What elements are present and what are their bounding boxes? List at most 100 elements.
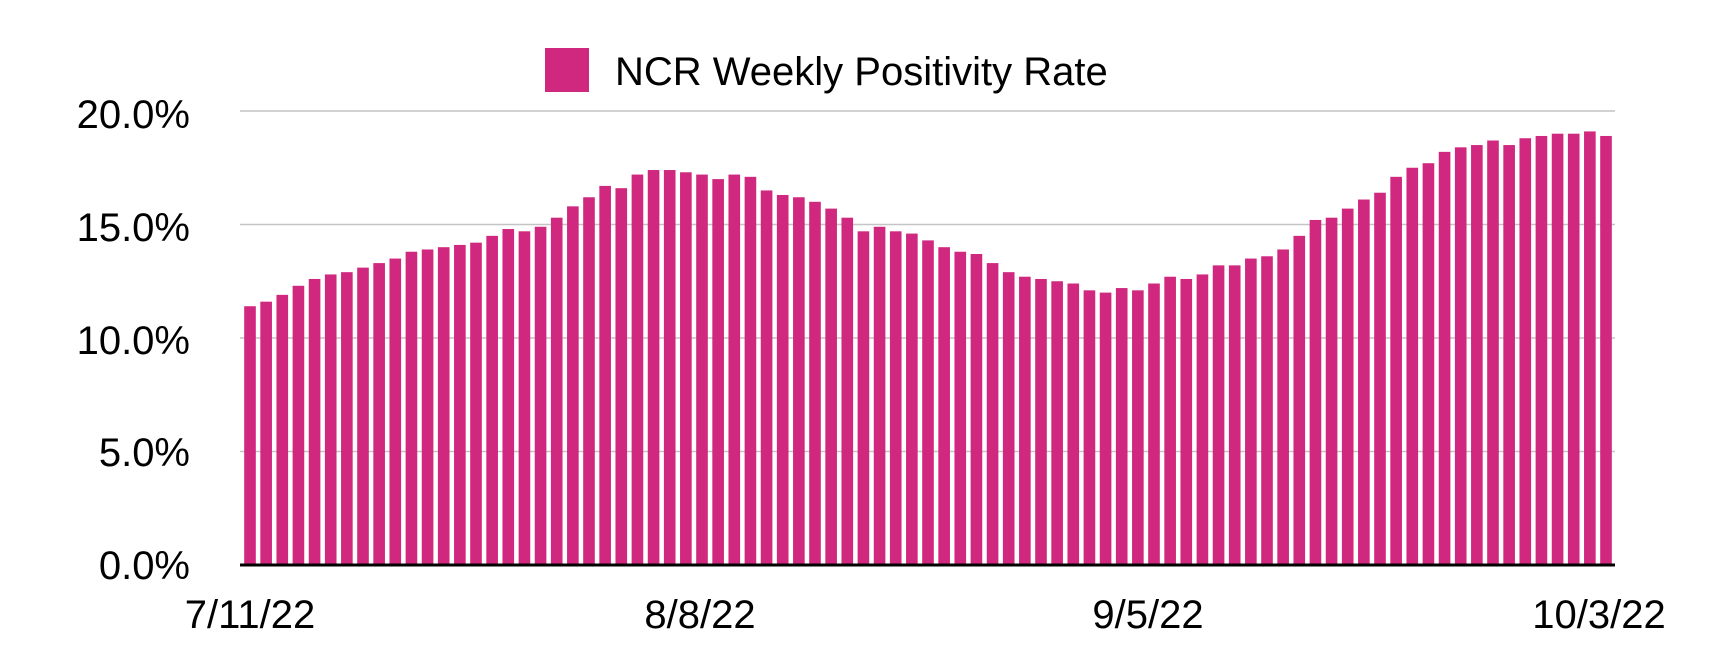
bar: [341, 272, 353, 565]
bar: [696, 174, 708, 565]
bar: [389, 258, 402, 565]
bar: [502, 229, 515, 566]
bar: [599, 185, 611, 565]
bar: [324, 274, 337, 565]
bar: [1567, 133, 1580, 565]
bar: [889, 231, 902, 565]
y-axis-tick-labels: 0.0% 5.0% 10.0% 15.0% 20.0%: [77, 93, 190, 588]
bar: [292, 285, 305, 565]
bar: [922, 240, 934, 565]
bar: [1067, 283, 1080, 565]
bar: [873, 226, 886, 565]
legend: NCR Weekly Positivity Rate: [545, 48, 1108, 94]
y-tick-label: 15.0%: [77, 206, 190, 250]
bar: [986, 263, 999, 565]
bar: [712, 179, 724, 565]
bar: [1083, 290, 1096, 565]
bar: [1454, 147, 1467, 565]
bar: [938, 247, 950, 565]
x-tick-label: 8/8/22: [644, 593, 755, 637]
bar: [1584, 131, 1596, 565]
bar: [1325, 217, 1338, 565]
bar: [454, 244, 466, 565]
bar: [1099, 292, 1112, 565]
x-tick-label: 7/11/22: [185, 593, 316, 637]
bar: [1374, 192, 1386, 565]
y-tick-label: 10.0%: [77, 319, 190, 363]
bar: [1309, 219, 1322, 565]
y-tick-label: 0.0%: [99, 544, 190, 588]
bar: [1422, 163, 1435, 565]
x-tick-label: 10/3/22: [1532, 593, 1665, 637]
bar: [1487, 140, 1499, 565]
bar: [680, 172, 692, 566]
bar: [615, 188, 628, 565]
bar: [405, 251, 418, 566]
bar: [825, 208, 837, 566]
bar: [1228, 265, 1241, 565]
bar: [567, 206, 579, 565]
bars: [244, 131, 1612, 566]
bar: [1471, 145, 1483, 566]
bar: [1148, 283, 1160, 565]
bar: [841, 217, 854, 565]
y-tick-label: 20.0%: [77, 93, 190, 137]
legend-swatch: [545, 48, 589, 92]
bar: [809, 201, 821, 566]
bar: [906, 233, 918, 565]
bar: [518, 231, 531, 565]
bar: [663, 170, 676, 565]
x-axis-tick-labels: 7/11/22 8/8/22 9/5/22 10/3/22: [185, 593, 1666, 637]
bar: [857, 231, 870, 565]
bar: [1600, 135, 1612, 565]
bar: [244, 306, 256, 565]
legend-label: NCR Weekly Positivity Rate: [615, 50, 1108, 94]
bar: [1519, 138, 1532, 566]
bar: [728, 174, 741, 565]
bar: [1503, 145, 1515, 566]
bar: [793, 197, 805, 565]
y-tick-label: 5.0%: [99, 431, 190, 475]
bar: [1341, 208, 1354, 566]
bar: [1358, 199, 1370, 565]
bar: [1164, 276, 1176, 565]
bar: [1180, 278, 1193, 565]
bar: [1390, 176, 1402, 565]
bar: [470, 242, 482, 565]
bar: [373, 263, 385, 565]
bar: [437, 247, 450, 565]
bar: [260, 301, 272, 565]
bar: [357, 267, 369, 565]
bar: [1261, 256, 1273, 565]
bar: [1245, 258, 1257, 565]
bar: [631, 174, 644, 565]
bar: [776, 194, 789, 566]
bar: [1277, 249, 1289, 565]
bar: [1406, 167, 1419, 565]
bar: [1212, 265, 1225, 565]
bar: [954, 251, 967, 566]
bar: [421, 249, 434, 565]
bar: [276, 294, 289, 565]
bar: [486, 235, 498, 565]
bar: [1115, 288, 1128, 565]
bar: [1535, 135, 1548, 565]
x-tick-label: 9/5/22: [1092, 593, 1203, 637]
bar: [1551, 133, 1564, 565]
bar: [1019, 276, 1031, 565]
bar: [1438, 151, 1451, 566]
bar: [744, 176, 757, 565]
bar: [1051, 281, 1063, 565]
bar: [534, 226, 547, 565]
bar: [970, 254, 983, 565]
bar: [1035, 278, 1047, 565]
bar: [1002, 272, 1015, 565]
bar: [760, 190, 773, 565]
bar: [308, 278, 321, 565]
bar: [583, 197, 595, 565]
bar: [550, 217, 563, 565]
bar: [1293, 235, 1306, 565]
bar: [647, 170, 660, 565]
bar: [1132, 290, 1144, 565]
